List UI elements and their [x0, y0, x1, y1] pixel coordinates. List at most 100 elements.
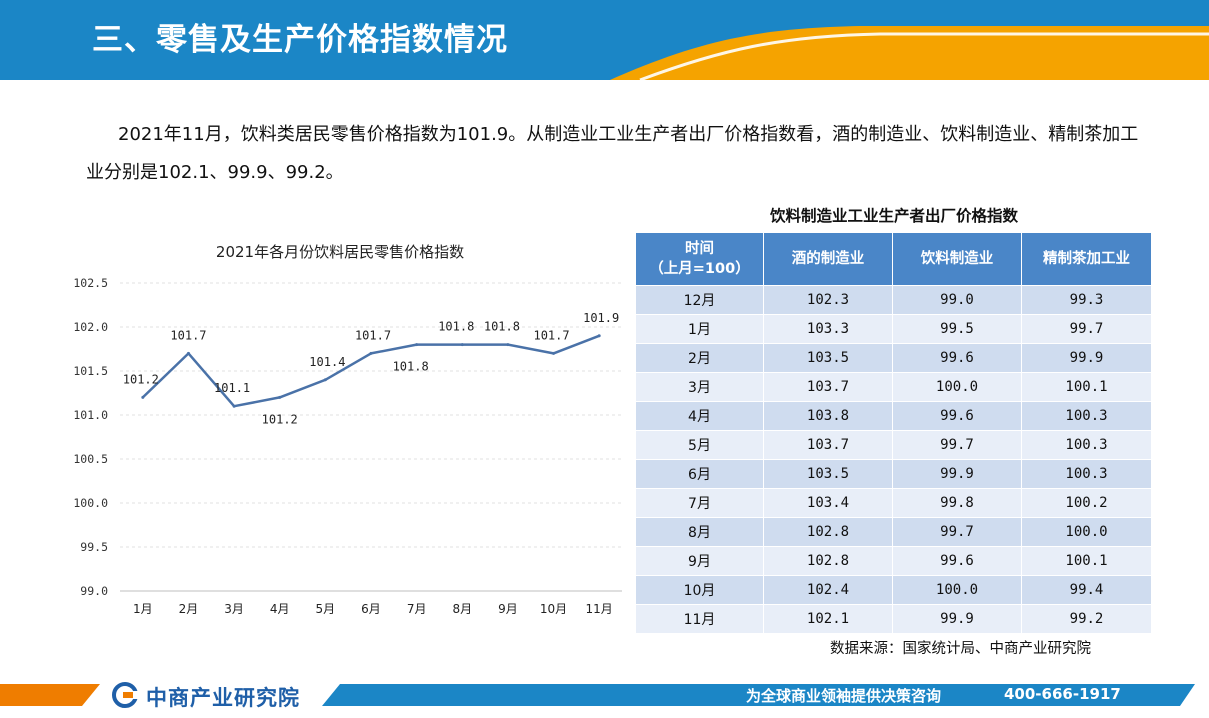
- header-time: 时间 （上月=100）: [635, 232, 764, 286]
- cell-tea: 100.3: [1021, 459, 1152, 489]
- row-month: 12月: [635, 285, 764, 315]
- row-month: 6月: [635, 459, 764, 489]
- row-month: 9月: [635, 546, 764, 576]
- y-tick-label: 101.5: [73, 364, 108, 378]
- cell-tea: 99.4: [1021, 575, 1152, 605]
- cell-tea: 100.1: [1021, 372, 1152, 402]
- data-label: 101.7: [533, 328, 569, 342]
- y-tick-label: 102.0: [73, 320, 108, 334]
- table-row: 10月 102.4 100.0 99.4: [635, 575, 1152, 605]
- table-row: 11月 102.1 99.9 99.2: [635, 604, 1152, 634]
- cell-liquor: 102.1: [763, 604, 893, 634]
- row-month: 2月: [635, 343, 764, 373]
- cell-tea: 100.3: [1021, 430, 1152, 460]
- data-point: [552, 351, 556, 355]
- table-row: 7月 103.4 99.8 100.2: [635, 488, 1152, 518]
- line-chart: 99.0 99.5 100.0 100.5 101.0 101.5 102.0 102.5 1月…: [73, 276, 622, 616]
- row-month: 7月: [635, 488, 764, 518]
- cell-tea: 99.7: [1021, 314, 1152, 344]
- cell-beverage: 99.8: [892, 488, 1022, 518]
- data-point: [278, 395, 282, 399]
- cell-beverage: 99.6: [892, 343, 1022, 373]
- table-body: 12月 102.3 99.0 99.3 1月 103.3 99.5 99.7 2月 103.5 99…: [635, 285, 1152, 634]
- header-time-line1: 时间: [685, 241, 714, 257]
- header-beverage: 饮料制造业: [892, 232, 1022, 286]
- row-month: 4月: [635, 401, 764, 431]
- cell-liquor: 102.4: [763, 575, 893, 605]
- header-liquor: 酒的制造业: [763, 232, 893, 286]
- row-month: 11月: [635, 604, 764, 634]
- logo-text: 中商产业研究院: [146, 686, 300, 710]
- cell-tea: 99.3: [1021, 285, 1152, 315]
- y-tick-label: 102.5: [73, 276, 108, 290]
- data-point: [141, 395, 145, 399]
- x-tick-label: 1月: [133, 602, 153, 616]
- data-source: 数据来源：国家统计局、中商产业研究院: [830, 641, 1091, 657]
- data-label: 101.8: [484, 320, 520, 334]
- cell-beverage: 99.9: [892, 604, 1022, 634]
- y-tick-label: 99.0: [80, 584, 108, 598]
- y-tick-label: 100.0: [73, 496, 108, 510]
- cell-beverage: 99.7: [892, 430, 1022, 460]
- data-label: 101.7: [170, 328, 206, 342]
- table-row: 4月 103.8 99.6 100.3: [635, 401, 1152, 431]
- x-tick-label: 5月: [316, 602, 336, 616]
- x-tick-label: 7月: [407, 602, 427, 616]
- cell-tea: 99.2: [1021, 604, 1152, 634]
- data-label: 101.4: [309, 355, 345, 369]
- data-point: [369, 351, 373, 355]
- footer-slogan: 为全球商业领袖提供决策咨询: [746, 687, 942, 705]
- data-point: [232, 404, 236, 408]
- row-month: 3月: [635, 372, 764, 402]
- header-tea: 精制茶加工业: [1021, 232, 1152, 286]
- row-month: 5月: [635, 430, 764, 460]
- data-label: 101.2: [262, 412, 298, 426]
- header-banner: 三、零售及生产价格指数情况: [0, 0, 1209, 80]
- data-point: [506, 343, 510, 347]
- table-row: 9月 102.8 99.6 100.1: [635, 546, 1152, 576]
- table-row: 8月 102.8 99.7 100.0: [635, 517, 1152, 547]
- table-title: 饮料制造业工业生产者出厂价格指数: [769, 207, 1018, 225]
- x-tick-label: 10月: [540, 602, 567, 616]
- x-tick-label: 3月: [224, 602, 244, 616]
- x-tick-label: 4月: [270, 602, 290, 616]
- page-title: 三、零售及生产价格指数情况: [92, 22, 508, 58]
- cell-tea: 99.9: [1021, 343, 1152, 373]
- data-label: 101.7: [355, 328, 391, 342]
- table-row: 6月 103.5 99.9 100.3: [635, 459, 1152, 489]
- cell-liquor: 103.5: [763, 459, 893, 489]
- cell-tea: 100.3: [1021, 401, 1152, 431]
- row-month: 10月: [635, 575, 764, 605]
- table-row: 5月 103.7 99.7 100.3: [635, 430, 1152, 460]
- cell-beverage: 100.0: [892, 372, 1022, 402]
- y-tick-label: 101.0: [73, 408, 108, 422]
- cell-beverage: 99.6: [892, 546, 1022, 576]
- y-tick-label: 100.5: [73, 452, 108, 466]
- cell-beverage: 99.7: [892, 517, 1022, 547]
- table-row: 2月 103.5 99.6 99.9: [635, 343, 1152, 373]
- data-label: 101.8: [393, 360, 429, 374]
- cell-tea: 100.0: [1021, 517, 1152, 547]
- cell-tea: 100.2: [1021, 488, 1152, 518]
- header-background: [0, 0, 1209, 80]
- x-tick-label: 8月: [452, 602, 472, 616]
- x-tick-label: 2月: [179, 602, 199, 616]
- footer-phone: 400-666-1917: [1004, 685, 1121, 703]
- table-row: 1月 103.3 99.5 99.7: [635, 314, 1152, 344]
- cell-liquor: 103.4: [763, 488, 893, 518]
- cell-liquor: 102.8: [763, 517, 893, 547]
- x-tick-label: 9月: [498, 602, 518, 616]
- footer-background: [0, 684, 1195, 706]
- cell-beverage: 99.0: [892, 285, 1022, 315]
- cell-liquor: 103.7: [763, 430, 893, 460]
- data-point: [323, 378, 327, 382]
- logo-icon: [112, 682, 140, 708]
- data-point: [186, 351, 190, 355]
- cell-liquor: 103.5: [763, 343, 893, 373]
- header-time-line2: （上月=100）: [649, 261, 750, 277]
- cell-tea: 100.1: [1021, 546, 1152, 576]
- x-tick-label: 6月: [361, 602, 381, 616]
- intro-paragraph: 2021年11月，饮料类居民零售价格指数为101.9。从制造业工业生产者出厂价格…: [86, 124, 1139, 183]
- price-index-table: 时间 （上月=100） 酒的制造业 饮料制造业 精制茶加工业 12月 102.3 9…: [635, 232, 1152, 634]
- cell-liquor: 103.7: [763, 372, 893, 402]
